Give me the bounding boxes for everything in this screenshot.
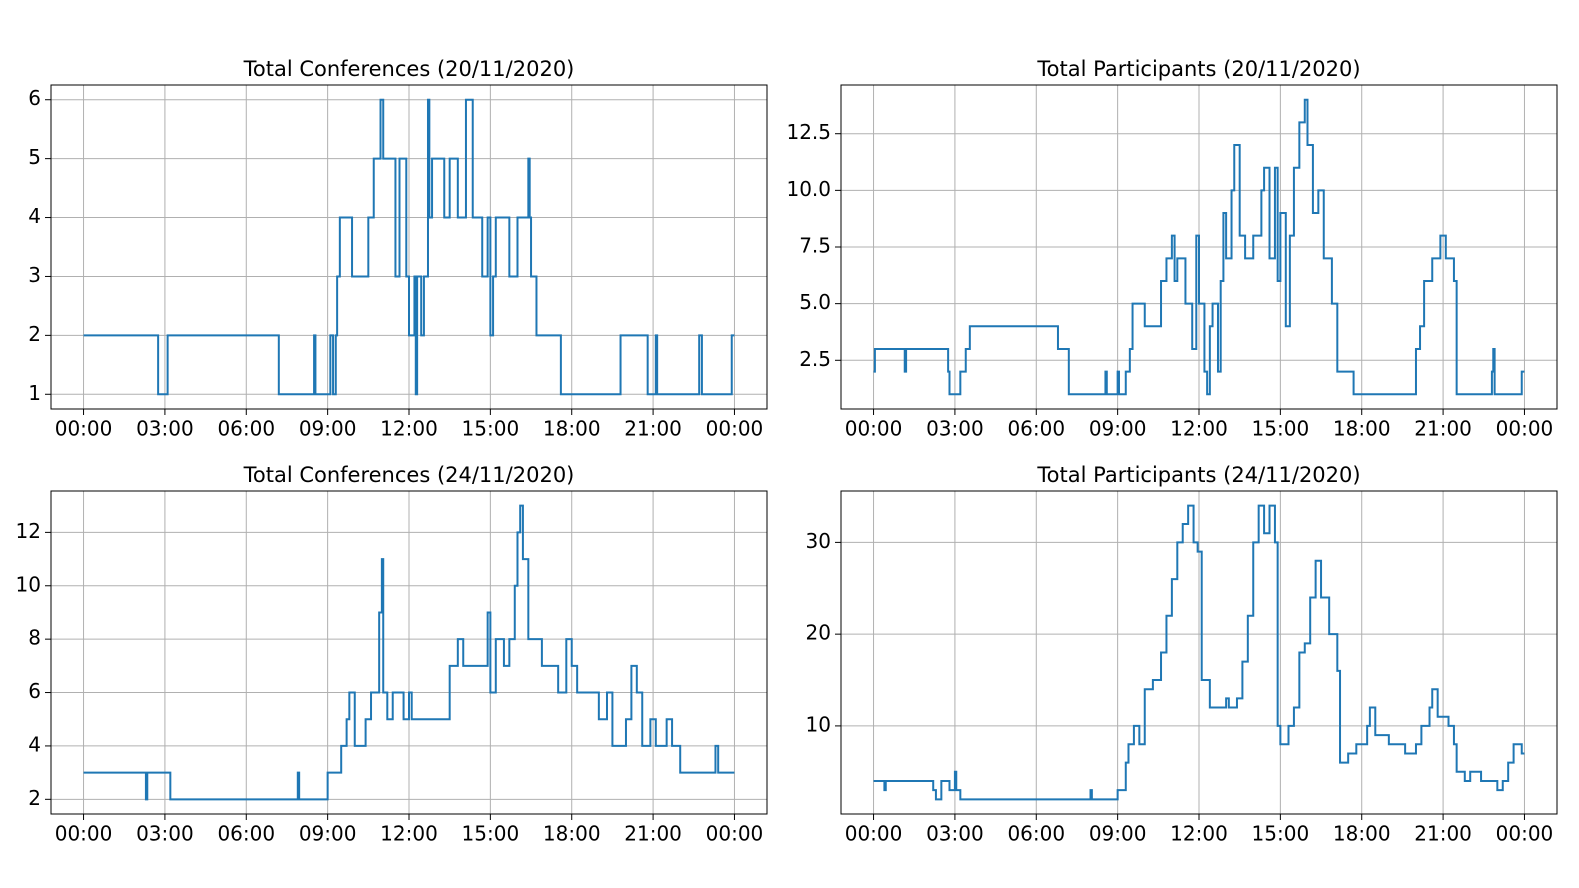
y-tick-label: 12 xyxy=(16,519,41,543)
y-tick-label: 10 xyxy=(16,572,41,596)
x-tick-label: 15:00 xyxy=(1252,822,1310,846)
x-tick-label: 00:00 xyxy=(1496,417,1554,441)
y-tick-label: 12.5 xyxy=(786,120,831,144)
plot-frame xyxy=(840,84,1558,410)
x-tick-label: 21:00 xyxy=(624,822,682,846)
x-tick-label: 00:00 xyxy=(1496,822,1554,846)
x-tick-label: 03:00 xyxy=(136,822,194,846)
plot-frame xyxy=(50,490,768,815)
y-tick-label: 5.0 xyxy=(799,290,831,314)
y-tick-label: 4 xyxy=(28,732,41,756)
x-tick-label: 06:00 xyxy=(1007,822,1065,846)
y-tick-label: 2 xyxy=(28,322,41,346)
x-tick-label: 18:00 xyxy=(543,417,601,441)
x-tick-label: 00:00 xyxy=(845,417,903,441)
subplot: Total Conferences (20/11/2020) 00:00 03:00… xyxy=(28,57,768,441)
x-tick-label: 12:00 xyxy=(380,417,438,441)
x-tick-label: 12:00 xyxy=(1170,822,1228,846)
x-tick-label: 09:00 xyxy=(1089,822,1147,846)
x-tick-label: 00:00 xyxy=(55,417,113,441)
x-tick-label: 00:00 xyxy=(706,822,764,846)
x-tick-label: 06:00 xyxy=(217,417,275,441)
y-tick-label: 6 xyxy=(28,86,41,110)
y-tick-label: 4 xyxy=(28,204,41,228)
y-tick-label: 2 xyxy=(28,786,41,810)
subplot: Total Conferences (24/11/2020) 00:00 03:00… xyxy=(16,463,768,846)
y-tick-label: 1 xyxy=(28,381,41,405)
y-tick-label: 8 xyxy=(28,626,41,650)
x-tick-label: 21:00 xyxy=(1414,822,1472,846)
x-tick-label: 21:00 xyxy=(1414,417,1472,441)
x-tick-label: 03:00 xyxy=(136,417,194,441)
y-tick-label: 3 xyxy=(28,263,41,287)
subplot: Total Participants (24/11/2020) 00:00 03:0… xyxy=(806,463,1558,846)
y-tick-label: 2.5 xyxy=(799,347,831,371)
chart-title: Total Conferences (24/11/2020) xyxy=(243,463,575,487)
y-tick-label: 30 xyxy=(806,529,831,553)
x-tick-label: 00:00 xyxy=(706,417,764,441)
x-tick-label: 03:00 xyxy=(926,822,984,846)
subplot: Total Participants (20/11/2020) 00:00 03:0… xyxy=(786,57,1558,441)
data-line xyxy=(83,504,735,801)
chart-title: Total Conferences (20/11/2020) xyxy=(243,57,575,81)
plot-frame xyxy=(840,490,1558,815)
x-tick-label: 00:00 xyxy=(845,822,903,846)
x-tick-label: 12:00 xyxy=(380,822,438,846)
chart-title: Total Participants (20/11/2020) xyxy=(1036,57,1360,81)
chart-title: Total Participants (24/11/2020) xyxy=(1036,463,1360,487)
x-tick-label: 15:00 xyxy=(1252,417,1310,441)
y-tick-label: 10 xyxy=(806,712,831,736)
x-tick-label: 03:00 xyxy=(926,417,984,441)
x-tick-label: 06:00 xyxy=(217,822,275,846)
y-tick-label: 6 xyxy=(28,679,41,703)
x-tick-label: 12:00 xyxy=(1170,417,1228,441)
x-tick-label: 09:00 xyxy=(1089,417,1147,441)
x-tick-label: 09:00 xyxy=(299,822,357,846)
y-tick-label: 10.0 xyxy=(786,177,831,201)
data-line xyxy=(873,504,1525,801)
y-tick-label: 5 xyxy=(28,145,41,169)
x-tick-label: 18:00 xyxy=(1333,822,1391,846)
data-line xyxy=(873,98,1525,396)
y-tick-label: 7.5 xyxy=(799,234,831,258)
x-tick-label: 00:00 xyxy=(55,822,113,846)
x-tick-label: 09:00 xyxy=(299,417,357,441)
x-tick-label: 18:00 xyxy=(1333,417,1391,441)
x-tick-label: 18:00 xyxy=(543,822,601,846)
data-line xyxy=(83,98,735,396)
plot-frame xyxy=(50,84,768,410)
x-tick-label: 15:00 xyxy=(462,417,520,441)
y-tick-label: 20 xyxy=(806,621,831,645)
x-tick-label: 06:00 xyxy=(1007,417,1065,441)
x-tick-label: 15:00 xyxy=(462,822,520,846)
x-tick-label: 21:00 xyxy=(624,417,682,441)
